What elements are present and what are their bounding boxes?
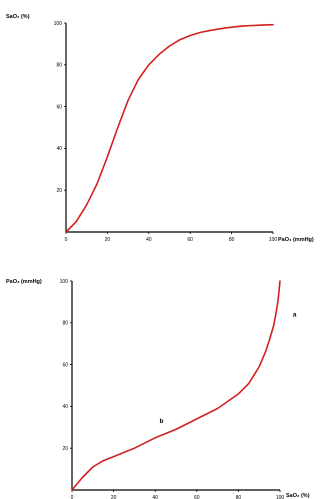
top-x-tick-label-100: 100 [269,237,278,243]
bottom-y-tick-label-20: 20 [62,446,68,452]
top-x-tick-label-40: 40 [146,237,152,243]
bottom-y-tick-label-100: 100 [60,279,69,285]
top-x-tick-label-0: 0 [65,237,68,243]
top-series-0-line [65,23,274,233]
bottom-annotation-a: a [293,312,297,319]
bottom-x-tick-label-60: 60 [194,495,200,499]
bottom-annotation-b: b [159,418,163,425]
top-y-tick-label-20: 20 [56,188,62,194]
top-x-tick-label-80: 80 [229,237,235,243]
top-y-tick-label-100: 100 [54,21,63,27]
bottom-x-tick-label-40: 40 [152,495,158,499]
bottom-x-axis-label: SaO₂ (%) [286,493,310,499]
bottom-x-tick-label-0: 0 [71,495,74,499]
top-y-axis-label: SaO₂ (%) [6,14,30,20]
top-y-tick-label-60: 60 [56,104,62,110]
bottom-y-tick-label-40: 40 [62,404,68,410]
bottom-x-tick-label-80: 80 [236,495,242,499]
bottom-y-axis-label: PaO₂ (mmHg) [6,279,42,285]
top-x-tick-label-20: 20 [105,237,111,243]
top-x-tick-label-60: 60 [187,237,193,243]
top-y-tick-label-80: 80 [56,63,62,69]
bottom-x-tick-label-20: 20 [111,495,117,499]
top-x-axis-label: PaO₂ (mmHg) [278,237,314,243]
top-y-tick-label-40: 40 [56,146,62,152]
bottom-y-tick-label-80: 80 [62,321,68,327]
bottom-series-0-line [71,280,281,491]
bottom-y-tick-label-60: 60 [62,362,68,368]
bottom-x-tick-label-100: 100 [276,495,285,499]
